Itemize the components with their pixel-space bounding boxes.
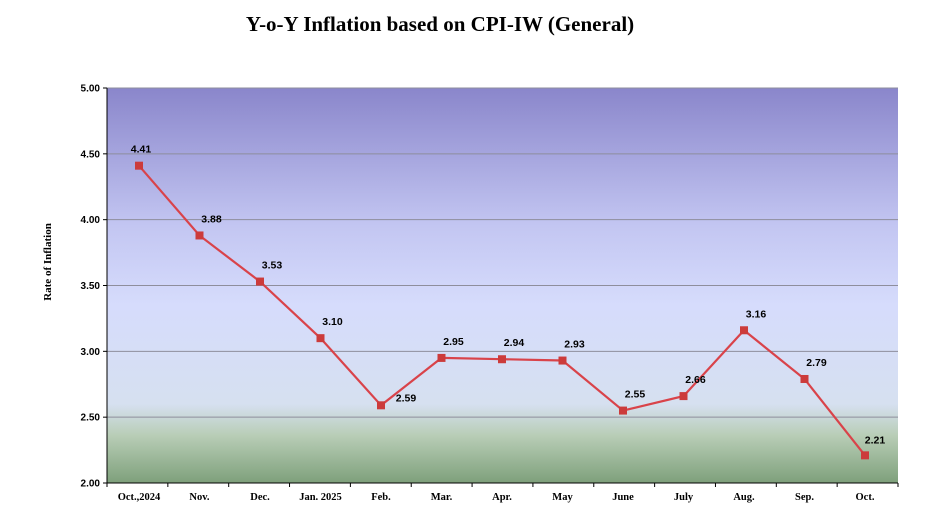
y-tick-label: 3.00 — [81, 347, 101, 358]
x-tick-label: July — [674, 492, 694, 503]
data-point — [437, 353, 446, 362]
data-label: 3.53 — [262, 260, 283, 272]
data-point — [619, 406, 627, 415]
y-tick-label: 4.00 — [81, 215, 101, 226]
x-tick-label: May — [552, 492, 573, 503]
x-tick-label: Apr. — [492, 492, 512, 503]
x-tick-label: Jan. 2025 — [299, 492, 342, 503]
y-tick-label: 2.50 — [81, 413, 101, 424]
x-tick-label: Mar. — [431, 492, 453, 503]
y-tick-label: 2.00 — [81, 479, 101, 490]
data-point — [740, 326, 748, 335]
data-point — [195, 231, 204, 240]
data-label: 2.95 — [443, 336, 464, 348]
data-point — [800, 374, 809, 383]
data-label: 3.16 — [746, 308, 767, 320]
data-label: 2.79 — [806, 357, 827, 369]
data-label: 2.55 — [625, 389, 646, 401]
y-tick-label: 3.50 — [81, 281, 101, 292]
x-axis-ticks: Oct.,2024 Nov. Dec. Jan. 2025 Feb. Mar. Apr. Ma… — [106, 483, 899, 503]
data-markers — [135, 161, 869, 460]
x-tick-label: Feb. — [371, 492, 391, 503]
data-label: 3.88 — [201, 213, 222, 225]
data-label: 2.93 — [564, 339, 585, 351]
data-label: 2.94 — [504, 337, 525, 349]
data-point — [679, 392, 688, 401]
y-tick-label: 5.00 — [81, 84, 101, 95]
chart-title: Y-o-Y Inflation based on CPI-IW (General… — [245, 12, 635, 36]
x-tick-label: Aug. — [733, 492, 755, 503]
x-tick-label: Oct. — [856, 492, 875, 503]
data-point — [861, 451, 869, 460]
data-point — [558, 356, 567, 365]
x-tick-label: Sep. — [795, 492, 814, 503]
data-point — [256, 277, 264, 286]
x-tick-label: Nov. — [189, 492, 210, 503]
x-tick-label: Oct.,2024 — [118, 492, 161, 503]
data-label: 2.66 — [685, 374, 706, 386]
data-point — [316, 334, 325, 343]
data-labels: 4.41 3.88 3.53 3.10 2.59 2.95 2.94 2.93 2.55 2.66… — [131, 144, 886, 447]
x-tick-label: Dec. — [250, 492, 270, 503]
data-point — [377, 401, 385, 410]
data-label: 4.41 — [131, 144, 152, 156]
gridlines — [107, 87, 898, 418]
data-point — [498, 355, 506, 364]
data-point — [135, 161, 143, 170]
data-label: 2.21 — [865, 434, 886, 446]
y-axis-label: Rate of Inflation — [42, 223, 54, 301]
data-label: 2.59 — [396, 392, 417, 404]
x-tick-label: June — [612, 492, 634, 503]
y-tick-label: 4.50 — [81, 149, 101, 160]
y-axis-ticks: 2.00 2.50 3.00 3.50 4.00 4.50 5.00 — [81, 84, 107, 490]
data-label: 3.10 — [322, 316, 343, 328]
